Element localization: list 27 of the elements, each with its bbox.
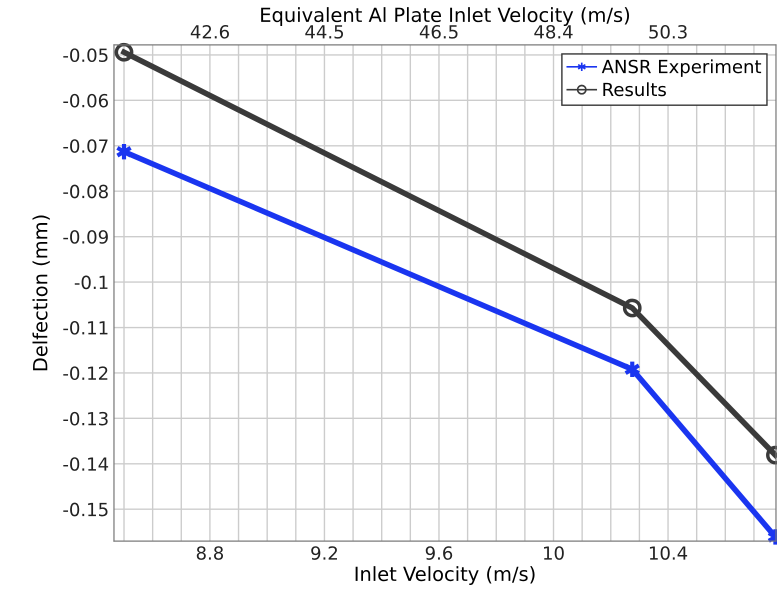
x2-tick-label: 46.5 [420,25,458,39]
y-tick-label: -0.11 [63,320,108,335]
y-tick-label: -0.1 [74,276,108,290]
y-tick-label: -0.15 [63,502,108,516]
x2-tick-label: 42.6 [190,25,229,39]
x-tick-label: 10.4 [650,546,688,560]
y-tick-label: -0.05 [63,48,108,62]
y-tick-label: -0.09 [63,230,108,244]
x-axis-title: Inlet Velocity (m/s) [356,566,535,585]
x2-tick-label: 50.3 [649,25,687,39]
y-axis-title: Delfection (mm) [32,215,50,370]
x-tick-label: 8.8 [196,546,224,560]
x2-tick-label: 48.4 [534,25,573,39]
y-tick-label: -0.08 [63,184,108,198]
x2-tick-label: 44.5 [305,25,344,39]
point [114,42,134,62]
x-tick-label: 9.2 [311,546,337,560]
legend-label: ANSR Experiment [602,59,762,77]
y-tick-label: -0.14 [63,457,108,471]
y-tick-label: -0.06 [63,94,108,108]
y-tick-label: -0.07 [63,139,108,153]
x-tick-label: 10 [544,546,564,560]
y-tick-label: -0.12 [63,366,108,380]
x-tick-label: 9.6 [426,546,452,560]
y-tick-label: -0.13 [63,412,108,426]
x2-axis-title: Equivalent Al Plate Inlet Velocity (m/s) [261,7,630,26]
legend-label: Results [603,82,666,96]
